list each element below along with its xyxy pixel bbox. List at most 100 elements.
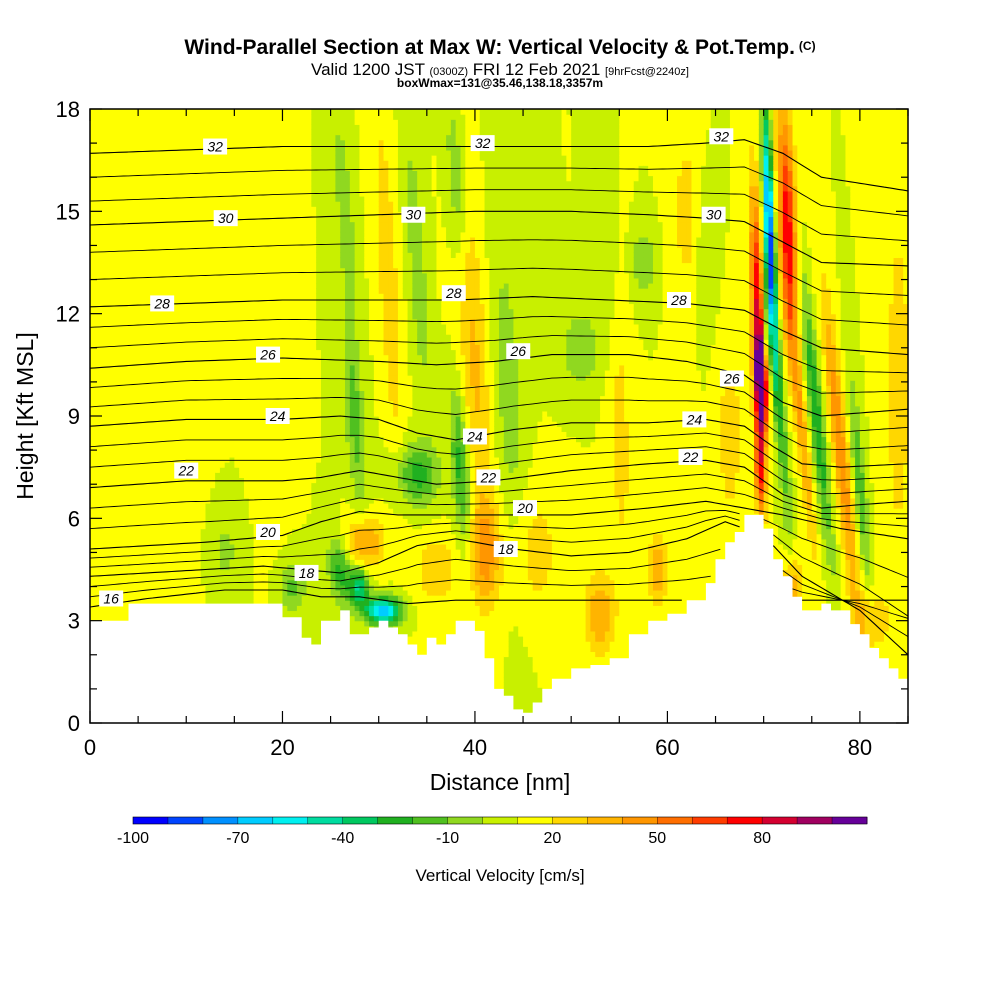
velocity-cell: [287, 543, 293, 550]
velocity-cell: [171, 308, 178, 315]
velocity-cell: [210, 482, 216, 489]
velocity-cell: [195, 554, 202, 560]
velocity-cell: [104, 175, 110, 182]
velocity-cell: [248, 462, 255, 468]
velocity-cell: [243, 436, 250, 443]
velocity-cell: [114, 339, 120, 345]
velocity-cell: [114, 528, 120, 535]
velocity-cell: [142, 318, 149, 325]
velocity-cell: [133, 564, 139, 571]
velocity-cell: [162, 180, 168, 187]
velocity-cell: [109, 492, 115, 499]
velocity-cell: [157, 595, 163, 601]
velocity-cell: [195, 226, 202, 233]
velocity-cell: [94, 436, 101, 443]
velocity-cell: [181, 272, 187, 279]
velocity-cell: [118, 497, 125, 504]
velocity-cell: [147, 502, 154, 509]
velocity-cell: [176, 318, 183, 325]
velocity-cell: [215, 262, 221, 269]
velocity-cell: [210, 569, 216, 576]
velocity-cell: [272, 574, 279, 581]
velocity-cell: [176, 313, 183, 320]
velocity-cell: [263, 513, 269, 519]
velocity-cell: [104, 574, 110, 581]
velocity-cell: [248, 160, 255, 166]
velocity-cell: [142, 144, 149, 151]
velocity-cell: [147, 410, 154, 417]
velocity-cell: [282, 247, 288, 253]
velocity-cell: [133, 262, 139, 269]
velocity-cell: [162, 477, 168, 484]
velocity-cell: [253, 165, 260, 171]
velocity-cell: [171, 533, 178, 540]
velocity-cell: [142, 129, 149, 136]
velocity-cell: [210, 349, 216, 356]
velocity-cell: [181, 564, 187, 571]
velocity-cell: [138, 477, 144, 484]
velocity-cell: [94, 559, 101, 565]
velocity-cell: [219, 462, 226, 468]
velocity-cell: [186, 451, 192, 458]
velocity-cell: [90, 502, 96, 509]
velocity-cell: [200, 564, 207, 571]
velocity-cell: [99, 375, 106, 381]
velocity-cell: [123, 369, 130, 376]
velocity-cell: [219, 165, 226, 171]
velocity-cell: [210, 446, 216, 453]
velocity-cell: [248, 584, 255, 591]
velocity-cell: [133, 497, 139, 504]
velocity-cell: [253, 451, 260, 458]
velocity-cell: [253, 559, 260, 565]
velocity-cell: [219, 109, 226, 115]
velocity-cell: [200, 288, 207, 294]
velocity-cell: [243, 354, 250, 361]
velocity-cell: [142, 211, 149, 218]
velocity-cell: [219, 385, 226, 392]
velocity-cell: [142, 426, 149, 432]
velocity-cell: [205, 533, 211, 540]
velocity-cell: [195, 149, 202, 156]
velocity-cell: [162, 421, 168, 427]
velocity-cell: [272, 549, 279, 555]
velocity-cell: [272, 364, 279, 371]
velocity-cell: [186, 303, 192, 310]
velocity-cell: [219, 339, 226, 345]
velocity-cell: [147, 257, 154, 264]
velocity-cell: [176, 308, 183, 315]
velocity-cell: [142, 584, 149, 591]
velocity-cell: [118, 282, 125, 289]
velocity-cell: [272, 559, 279, 565]
velocity-cell: [181, 513, 187, 519]
velocity-cell: [123, 195, 130, 202]
velocity-cell: [272, 313, 279, 320]
velocity-cell: [94, 472, 101, 478]
velocity-cell: [258, 462, 264, 468]
velocity-cell: [219, 589, 226, 596]
velocity-cell: [277, 451, 284, 458]
velocity-cell: [147, 165, 154, 171]
velocity-cell: [138, 149, 144, 156]
velocity-cell: [248, 247, 255, 253]
velocity-cell: [282, 380, 288, 386]
velocity-cell: [109, 160, 115, 166]
velocity-cell: [147, 472, 154, 478]
velocity-cell: [181, 139, 187, 146]
velocity-cell: [272, 160, 279, 166]
velocity-cell: [147, 456, 154, 463]
velocity-cell: [94, 109, 101, 115]
velocity-cell: [210, 190, 216, 197]
velocity-cell: [195, 119, 202, 125]
velocity-cell: [157, 262, 163, 269]
velocity-cell: [229, 502, 235, 509]
velocity-cell: [224, 195, 231, 202]
velocity-cell: [133, 369, 139, 376]
velocity-cell: [147, 487, 154, 494]
velocity-cell: [171, 334, 178, 340]
velocity-cell: [123, 221, 130, 228]
velocity-cell: [210, 584, 216, 591]
velocity-cell: [263, 436, 269, 443]
velocity-cell: [162, 462, 168, 468]
velocity-cell: [229, 226, 235, 233]
velocity-cell: [239, 334, 245, 340]
